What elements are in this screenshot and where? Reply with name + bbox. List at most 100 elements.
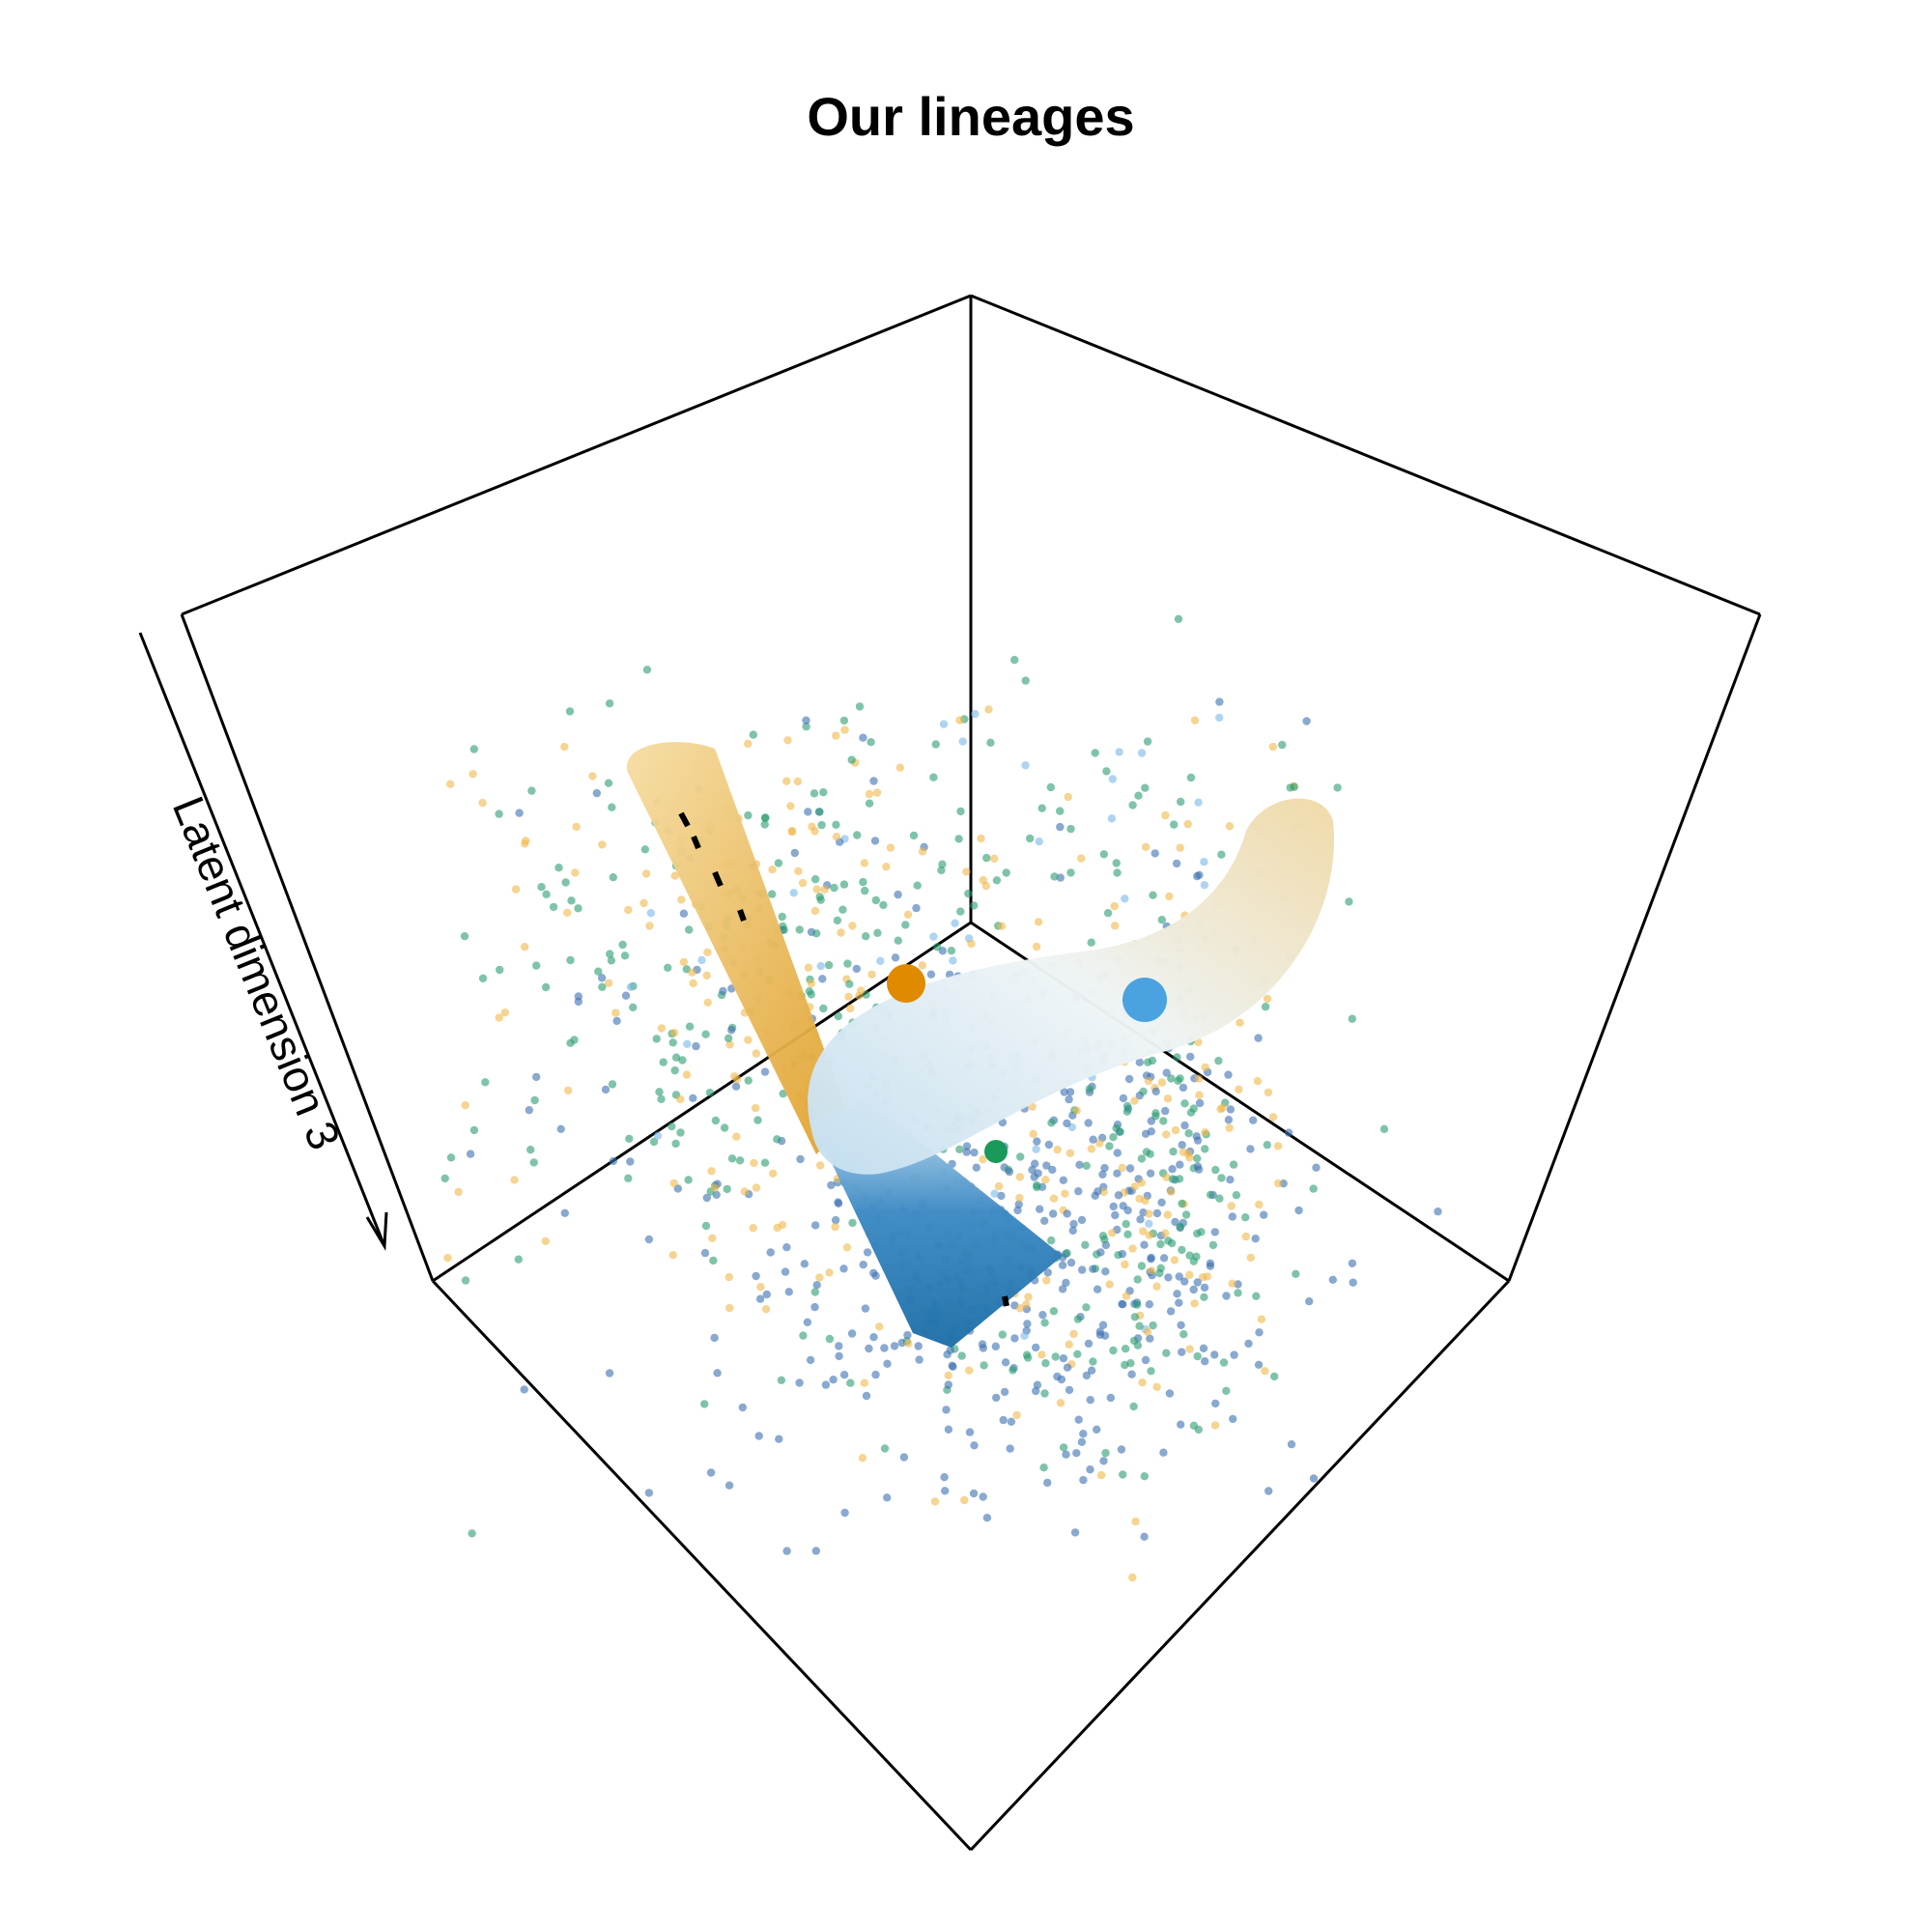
cell-point [605,1369,614,1378]
cell-point [640,845,649,854]
cell-point [1241,1232,1251,1241]
cell-point [761,1305,771,1314]
cell-point [564,1086,573,1095]
cell-point [1107,814,1117,823]
cell-point [1147,1253,1155,1263]
cell-point [625,1134,634,1144]
cell-point [964,889,973,898]
cell-point [1048,1165,1057,1175]
cell-point [803,1318,812,1327]
cell-point [865,1344,873,1353]
cell-point [1349,1278,1357,1287]
cell-point [1278,740,1287,750]
cell-point [883,1493,892,1502]
cell-point [1193,1154,1202,1163]
cell-point [1236,1018,1244,1027]
cell-point [460,932,469,941]
cell-point [794,867,803,876]
cell-point [857,986,866,995]
cell-point [1049,1307,1059,1316]
cell-point [685,1022,695,1031]
cell-point [624,1174,633,1183]
cell-point [1121,1345,1130,1353]
cell-point [1147,1127,1156,1136]
cell-point [732,1132,741,1141]
cell-point [1037,1350,1046,1359]
cell-point [541,982,551,992]
cell-point [1217,1174,1226,1182]
cell-point [862,932,870,941]
cell-point [1157,916,1167,924]
cell-point [565,707,575,716]
cell-point [664,963,672,972]
cell-point [753,1116,762,1124]
cell-point [679,957,689,967]
cell-point [992,1393,1001,1403]
cell-point [827,1180,836,1190]
cell-point [769,1169,778,1179]
cell-point [899,1453,909,1462]
cell-point [825,1268,834,1277]
cell-point [1098,1321,1108,1329]
cell-point [1264,1088,1273,1097]
cell-point [1070,1528,1080,1537]
cell-point [859,733,867,742]
cell-point [1170,820,1179,829]
cell-point [1010,1334,1019,1343]
cell-point [1175,1272,1183,1281]
cell-point [819,1004,828,1013]
cell-point [1219,1358,1229,1367]
cell-point [676,1094,685,1104]
cell-point [1146,1169,1155,1178]
cell-point [1166,1307,1176,1316]
cell-point [816,895,825,904]
cell-point [1226,1105,1236,1114]
cell-point [707,1167,716,1176]
cell-point [848,922,857,930]
cell-point [848,1218,857,1228]
cell-point [1114,1191,1123,1200]
cell-point [879,900,888,910]
cell-point [1215,1194,1224,1203]
cell-point [1119,1094,1128,1103]
cell-point [1056,873,1065,882]
cell-point [981,881,990,891]
cell-point [1084,1339,1094,1349]
cell-point [1193,1278,1202,1287]
cell-point [1165,892,1174,901]
cube-edge [180,613,435,1282]
lineage-start-point [887,964,925,1003]
cell-point [832,833,841,841]
cell-point [1128,801,1137,810]
cell-point [1164,1273,1173,1282]
cell-point [1063,1119,1071,1128]
cell-point [1089,1357,1097,1366]
cell-point [1141,1355,1151,1365]
cell-point [1147,1367,1155,1376]
cell-point [1184,1129,1193,1138]
cell-point [1103,909,1113,918]
cell-point [1100,1163,1109,1173]
cell-point [1133,1275,1142,1284]
cell-point [982,1514,992,1522]
cell-point [1047,1236,1056,1245]
cell-point [549,902,558,912]
z-axis-arrow [138,632,388,1251]
cell-point [1121,895,1129,903]
cell-point [711,1116,721,1125]
cell-point [740,1187,749,1196]
cell-point [1135,1058,1145,1066]
cell-point [1141,783,1150,792]
cell-point [749,730,757,739]
cell-point [1225,822,1235,831]
cell-point [688,968,696,977]
cell-point [1039,1463,1048,1472]
cell-point [1087,1366,1096,1375]
cell-point [1033,1137,1041,1146]
cell-point [762,1290,771,1299]
cell-point [682,1070,692,1079]
cell-point [1140,1240,1149,1249]
cell-point [560,1208,569,1218]
cell-point [639,898,648,908]
cell-point [1134,791,1143,800]
